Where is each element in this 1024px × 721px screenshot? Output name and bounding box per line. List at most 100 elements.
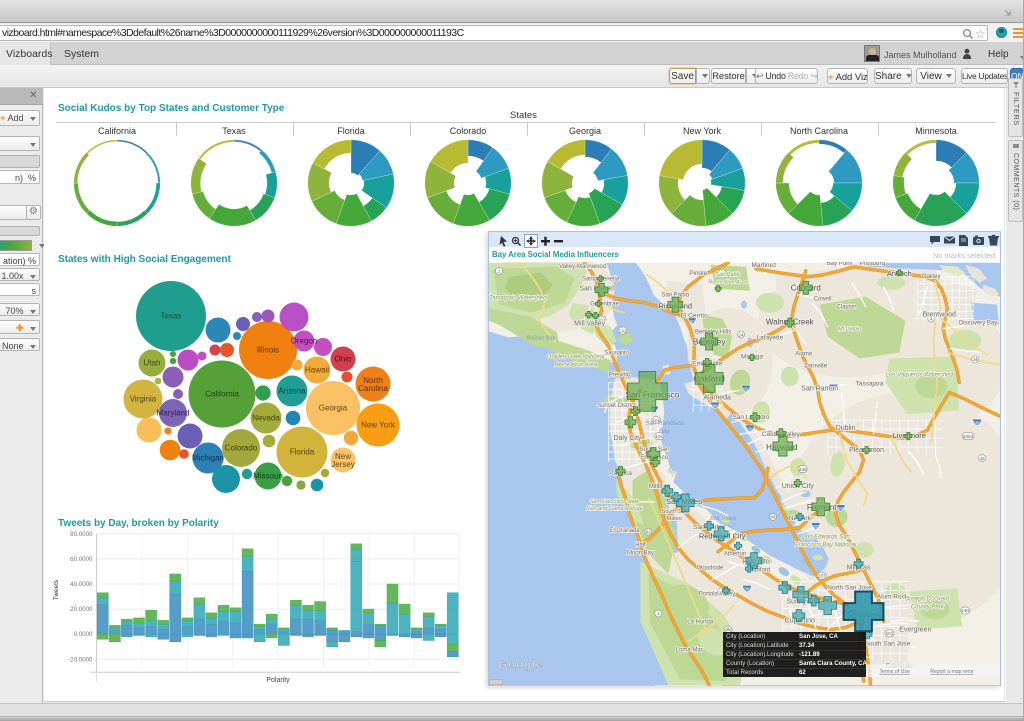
svg-text:Alum Rock: Alum Rock [877,594,909,601]
svg-text:Tamalpais Watershed: Tamalpais Watershed [489,296,547,302]
svg-text:Stanford: Stanford [748,568,771,574]
svg-text:North San Jose: North San Jose [827,585,872,592]
svg-text:Maryland: Maryland [157,409,190,418]
svg-text:San Pablo: San Pablo [661,293,689,299]
svg-text:0.0000: 0.0000 [74,631,93,638]
svg-text:Utah: Utah [144,359,161,368]
svg-text:680: 680 [837,506,845,511]
svg-text:Nevada: Nevada [252,414,280,423]
svg-text:2063: 2063 [963,434,974,439]
svg-text:101: 101 [653,418,661,423]
svg-text:Bay Point: Bay Point [827,262,853,267]
svg-text:Don Edwards San: Don Edwards San [802,535,851,541]
svg-text:Missouri: Missouri [253,472,283,481]
svg-text:Moon Bay: Moon Bay [627,551,654,557]
svg-text:4: 4 [930,316,933,321]
svg-text:35: 35 [726,627,732,632]
svg-text:Jersey: Jersey [331,460,355,469]
svg-text:Texas: Texas [161,312,182,321]
svg-text:Google: Google [498,659,543,671]
svg-text:Golden Gate National: Golden Gate National [547,354,605,360]
svg-text:Polarity: Polarity [266,677,290,684]
svg-text:Carolina: Carolina [358,384,388,393]
svg-text:Michigan: Michigan [192,454,224,463]
svg-text:4: 4 [721,271,724,276]
svg-text:Atherton: Atherton [724,552,747,558]
svg-text:Oakley: Oakley [922,274,941,280]
svg-text:84: 84 [719,589,725,594]
svg-text:Danville: Danville [804,362,827,369]
svg-text:Illinois: Illinois [257,346,279,355]
svg-text:80: 80 [690,319,695,324]
svg-text:San Pablo: San Pablo [715,272,740,278]
svg-text:New York: New York [361,421,396,430]
svg-text:Hawaii: Hawaii [305,366,329,375]
svg-text:Florida: Florida [290,448,315,457]
svg-text:Tweets: Tweets [53,580,60,600]
svg-text:1: 1 [657,611,660,616]
svg-text:Clayton: Clayton [836,305,856,311]
svg-text:Francisco Bay National: Francisco Bay National [795,543,857,549]
svg-text:Georgia: Georgia [319,404,348,413]
svg-text:Loma Mar: Loma Mar [676,647,703,653]
svg-text:Mill Valley: Mill Valley [574,321,605,328]
svg-text:Millbrae: Millbrae [649,484,671,490]
svg-text:237: 237 [818,573,826,578]
svg-text:Woodside: Woodside [697,566,724,572]
svg-text:680: 680 [830,386,838,391]
svg-text:Recreation Area: Recreation Area [708,280,747,286]
svg-text:La Honda: La Honda [687,619,714,625]
svg-text:North: North [363,376,383,385]
svg-text:280: 280 [743,587,751,592]
svg-text:Dublin: Dublin [836,425,856,432]
svg-text:Greenbrae: Greenbrae [590,302,619,308]
svg-text:J2: J2 [980,456,985,461]
svg-text:130: 130 [961,608,969,613]
svg-text:Sunset District: Sunset District [597,403,636,409]
svg-text:Brentwood: Brentwood [923,312,956,319]
svg-text:Valley-Marinwood: Valley-Marinwood [559,264,606,270]
svg-text:South San: South San [662,509,688,515]
svg-text:Pittsburg: Pittsburg [860,262,886,267]
svg-text:Los Vaqueros Watershed: Los Vaqueros Watershed [886,372,954,378]
svg-text:84: 84 [770,515,776,520]
svg-text:Alamo: Alamo [795,351,813,357]
svg-text:County Park: County Park [911,604,945,610]
svg-text:South San Jose: South San Jose [865,640,911,647]
svg-text:580: 580 [973,420,981,425]
svg-text:580: 580 [746,426,754,431]
svg-text:Half: Half [635,543,646,549]
svg-text:El Cerrito: El Cerrito [681,313,708,320]
svg-text:-20.0000: -20.0000 [68,656,93,663]
svg-text:J4: J4 [973,357,978,362]
svg-text:Ohio: Ohio [335,355,352,364]
svg-text:24: 24 [738,332,744,337]
svg-text:Discovery Bay: Discovery Bay [959,321,997,327]
svg-text:Bair Island: Bair Island [710,516,737,522]
svg-text:San Ramon: San Ramon [801,385,838,392]
svg-text:Lafayette: Lafayette [757,335,784,342]
svg-text:131: 131 [619,328,627,333]
svg-text:580: 580 [840,426,848,431]
svg-text:Cowell: Cowell [814,297,832,303]
svg-text:880: 880 [812,524,820,529]
svg-text:Bolinas Bay: Bolinas Bay [526,336,556,342]
svg-text:Tassajara: Tassajara [856,380,884,387]
svg-text:Terms of Use: Terms of Use [879,669,910,675]
svg-text:New: New [335,452,351,461]
svg-text:101: 101 [598,317,606,322]
svg-text:Colorado: Colorado [225,444,258,453]
svg-text:20.0000: 20.0000 [70,606,93,613]
svg-text:Virginia: Virginia [130,395,157,404]
svg-text:92: 92 [646,530,652,535]
svg-text:Sausalito: Sausalito [604,350,629,356]
svg-text:Presidio: Presidio [609,372,631,378]
svg-text:Alameda: Alameda [703,394,731,401]
svg-text:40.0000: 40.0000 [70,581,93,588]
svg-text:580: 580 [742,387,750,392]
svg-text:California: California [205,390,239,399]
svg-text:101: 101 [656,434,664,439]
svg-text:San Francisco State: San Francisco State [590,499,639,505]
svg-text:Arizona: Arizona [278,387,306,396]
svg-text:80.0000: 80.0000 [70,531,93,538]
